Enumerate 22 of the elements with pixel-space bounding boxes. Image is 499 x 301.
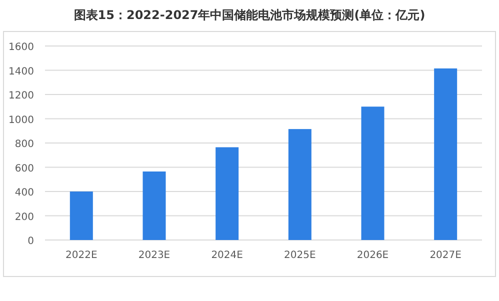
x-tick-label: 2026E xyxy=(356,250,389,261)
bar xyxy=(70,192,93,240)
y-tick-label: 400 xyxy=(14,188,34,198)
chart-title: 图表15：2022-2027年中国储能电池市场规模预测(单位：亿元) xyxy=(74,8,426,22)
x-tick-label: 2025E xyxy=(284,250,316,261)
bar xyxy=(361,106,384,240)
y-tick-label: 0 xyxy=(28,236,34,247)
y-tick-label: 1400 xyxy=(8,66,34,78)
y-tick-label: 1600 xyxy=(8,42,34,53)
bar xyxy=(288,129,312,240)
bar xyxy=(434,68,458,240)
bar xyxy=(142,171,166,240)
x-tick-label: 2027E xyxy=(430,250,462,261)
bar xyxy=(216,147,239,240)
y-tick-label: 600 xyxy=(14,163,34,174)
x-tick-label: 2022E xyxy=(66,250,98,261)
y-tick-label: 1000 xyxy=(8,114,34,126)
y-tick-label: 1200 xyxy=(8,90,34,102)
x-tick-label: 2024E xyxy=(211,250,243,261)
y-tick-label: 800 xyxy=(14,139,34,150)
x-tick-label: 2023E xyxy=(138,250,170,261)
y-tick-label: 200 xyxy=(14,212,34,223)
